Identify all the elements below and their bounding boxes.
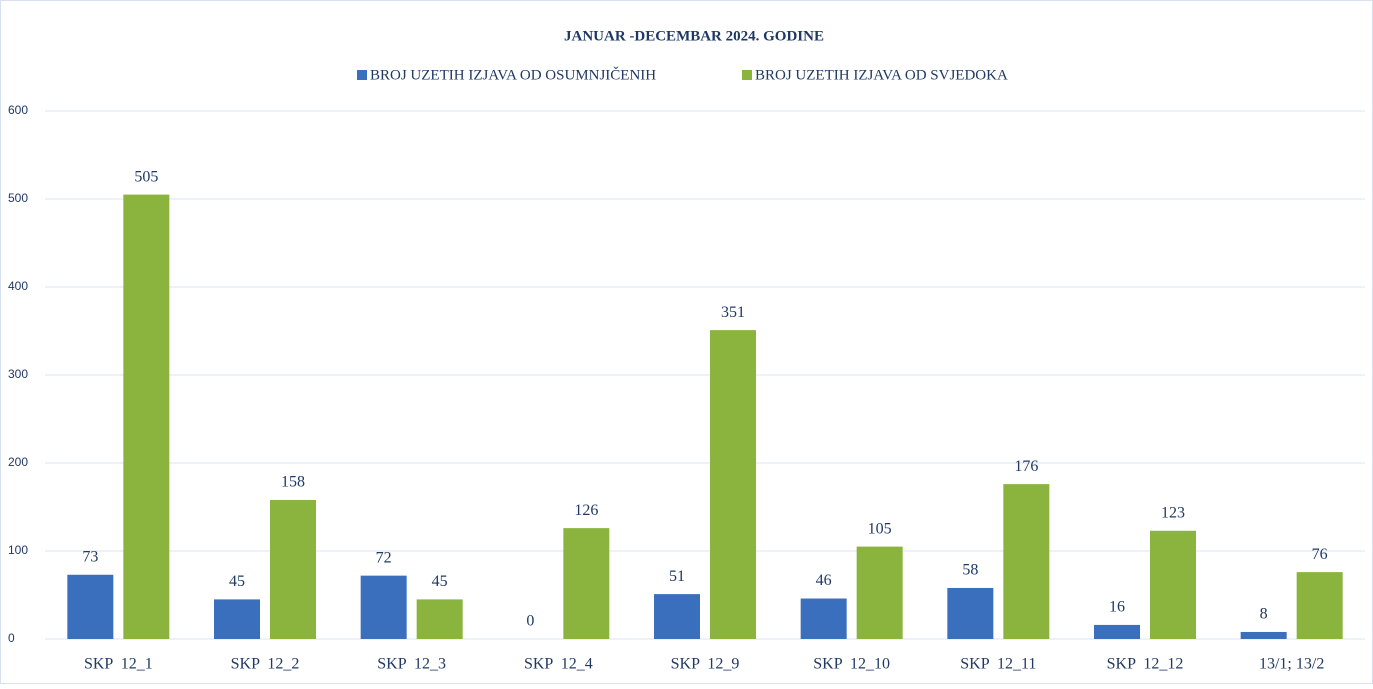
x-tick-label: SKP 12_11 bbox=[960, 656, 1036, 673]
x-tick-label: SKP 12_9 bbox=[671, 656, 740, 673]
data-label: 45 bbox=[229, 573, 245, 590]
bar bbox=[856, 546, 903, 639]
y-tick-label: 0 bbox=[8, 631, 15, 645]
legend-label: BROJ UZETIH IZJAVA OD OSUMNJIČENIH bbox=[370, 66, 656, 83]
data-label: 126 bbox=[574, 502, 598, 519]
bar bbox=[710, 330, 756, 639]
y-tick-label: 400 bbox=[8, 279, 28, 293]
data-label: 58 bbox=[962, 562, 978, 579]
bar bbox=[563, 528, 610, 639]
bar bbox=[1240, 631, 1287, 639]
data-label: 51 bbox=[669, 568, 685, 585]
bar bbox=[360, 575, 407, 639]
data-label: 123 bbox=[1161, 504, 1185, 521]
data-label: 8 bbox=[1260, 606, 1268, 623]
y-tick-label: 600 bbox=[8, 103, 28, 117]
y-tick-label: 100 bbox=[8, 543, 28, 557]
bar bbox=[416, 599, 463, 639]
bar bbox=[270, 499, 316, 639]
data-label: 76 bbox=[1312, 546, 1328, 563]
bar bbox=[1150, 530, 1196, 639]
x-tick-label: SKP 12_3 bbox=[377, 656, 446, 673]
bar bbox=[123, 194, 170, 639]
bar bbox=[1296, 572, 1343, 639]
x-tick-label: SKP 12_1 bbox=[84, 656, 153, 673]
data-label: 0 bbox=[526, 613, 534, 630]
y-tick-label: 300 bbox=[8, 367, 28, 381]
bar bbox=[1094, 624, 1140, 639]
x-tick-label: 13/1; 13/2 bbox=[1259, 656, 1324, 673]
y-tick-label: 200 bbox=[8, 455, 28, 469]
legend-label: BROJ UZETIH IZJAVA OD SVJEDOKA bbox=[755, 67, 1008, 83]
x-tick-label: SKP 12_4 bbox=[524, 656, 593, 673]
data-label: 176 bbox=[1014, 458, 1038, 475]
bar bbox=[800, 598, 847, 639]
data-label: 351 bbox=[721, 304, 745, 321]
x-tick-label: SKP 12_12 bbox=[1107, 656, 1184, 673]
bar bbox=[654, 594, 700, 639]
bar bbox=[67, 574, 114, 639]
bar bbox=[1003, 484, 1050, 639]
data-label: 46 bbox=[816, 572, 832, 589]
x-tick-label: SKP 12_2 bbox=[231, 656, 300, 673]
legend-swatch bbox=[357, 70, 367, 80]
data-label: 45 bbox=[432, 573, 448, 590]
data-label: 505 bbox=[134, 168, 158, 185]
legend-swatch bbox=[742, 70, 752, 80]
data-label: 72 bbox=[376, 549, 392, 566]
data-label: 158 bbox=[281, 474, 305, 491]
data-label: 16 bbox=[1109, 599, 1125, 616]
bar bbox=[214, 599, 260, 639]
chart-title: JANUAR -DECEMBAR 2024. GODINE bbox=[564, 28, 824, 44]
bar bbox=[947, 587, 994, 639]
data-label: 105 bbox=[868, 520, 892, 537]
x-tick-label: SKP 12_10 bbox=[813, 656, 890, 673]
data-label: 73 bbox=[82, 548, 98, 565]
y-tick-label: 500 bbox=[8, 191, 28, 205]
